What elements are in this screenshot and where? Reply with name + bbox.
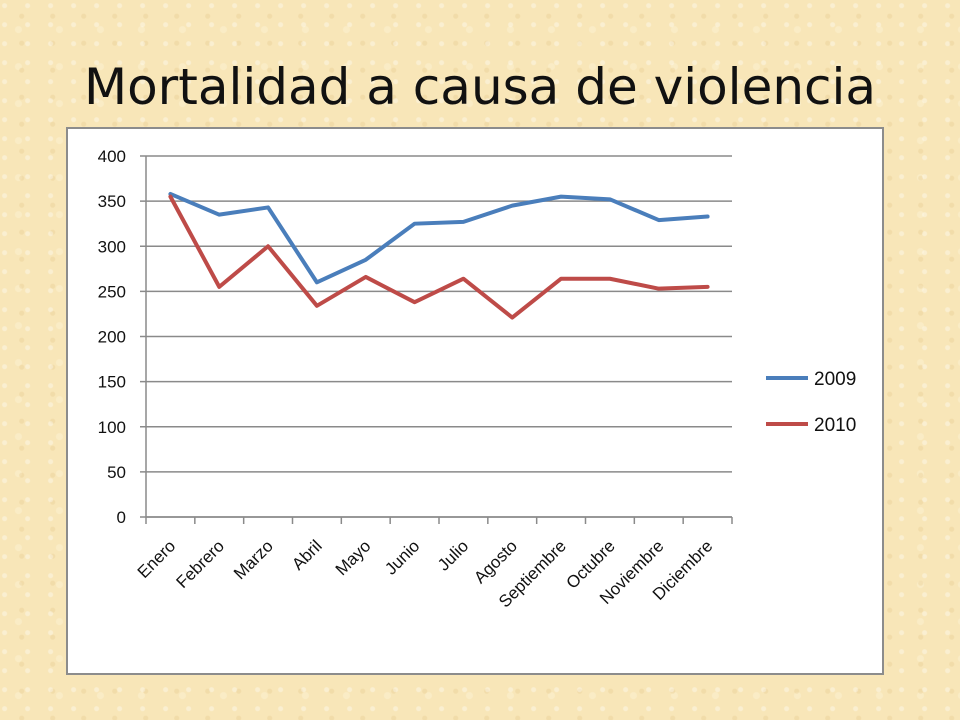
- y-tick-label: 300: [98, 237, 126, 256]
- legend-label-2009: 2009: [814, 369, 856, 390]
- y-tick-label: 200: [98, 328, 126, 347]
- axes: [145, 156, 733, 524]
- y-tick-label: 50: [107, 463, 126, 482]
- slide-title: Mortalidad a causa de violencia: [83, 58, 877, 116]
- y-tick-label: 400: [98, 147, 126, 166]
- legend-label-2010: 2010: [814, 415, 856, 436]
- x-tick-label: Junio: [381, 536, 423, 578]
- x-tick-label: Mayo: [332, 536, 375, 579]
- x-tick-label: Marzo: [230, 536, 277, 583]
- series-lines: [168, 191, 710, 320]
- legend: 2009 2010: [766, 369, 856, 436]
- y-tick-label: 150: [98, 373, 126, 392]
- gridlines: [140, 155, 732, 518]
- y-tick-label: 350: [98, 192, 126, 211]
- x-tick-label: Abril: [288, 536, 325, 573]
- y-tick-labels: 0 50 100 150 200 250 300 350 400: [98, 147, 126, 527]
- x-tick-label: Febrero: [173, 536, 229, 592]
- x-tick-label: Julio: [434, 536, 472, 574]
- x-tick-label: Enero: [134, 536, 180, 582]
- series-line-2010: [168, 194, 710, 320]
- y-tick-label: 100: [98, 418, 126, 437]
- series-line-2009: [168, 191, 710, 285]
- y-tick-label: 250: [98, 282, 126, 301]
- y-tick-label: 0: [117, 508, 126, 527]
